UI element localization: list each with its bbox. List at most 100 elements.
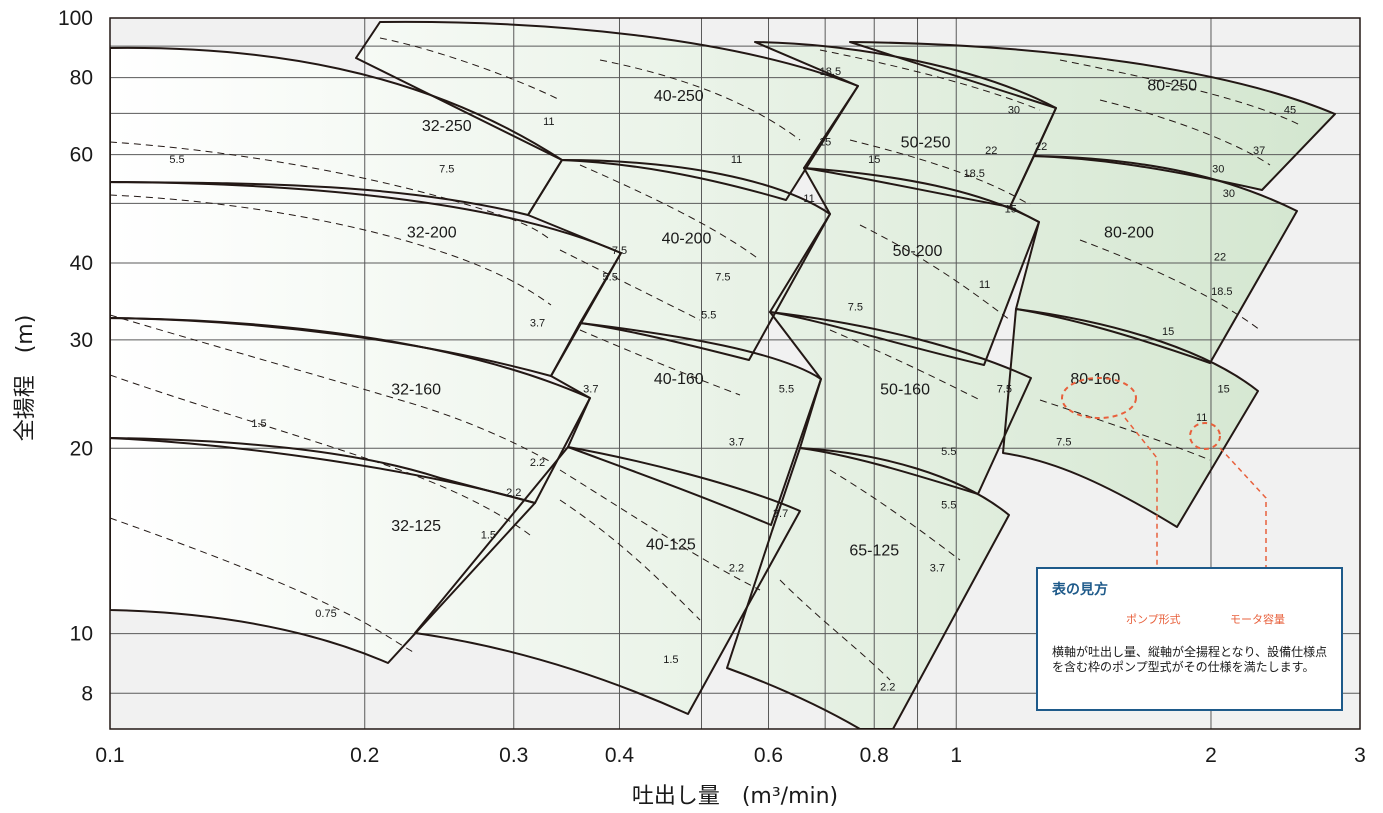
- motor-label: 30: [1008, 105, 1020, 117]
- region-outline: [769, 311, 1032, 495]
- x-tick-label: 0.6: [754, 744, 783, 767]
- x-tick-label: 0.8: [860, 744, 889, 767]
- region-outline: [414, 446, 801, 715]
- motor-label: 15: [1162, 326, 1174, 338]
- motor-curve: [579, 164, 761, 261]
- y-tick-label: 20: [70, 437, 93, 460]
- motor-label: 37: [1253, 145, 1265, 157]
- motor-curve: [1059, 59, 1301, 126]
- region-outline: [769, 167, 1040, 366]
- motor-capacity-highlight-ellipse: [1189, 422, 1221, 450]
- y-axis-label: 全揚程 (m): [13, 315, 38, 442]
- motor-label: 5.5: [701, 309, 716, 321]
- motor-label: 3.7: [930, 563, 945, 575]
- motor-label: 5.5: [941, 500, 956, 512]
- y-tick-label: 30: [70, 329, 93, 352]
- region-fill: [110, 182, 621, 376]
- motor-label: 18.5: [820, 66, 841, 78]
- motor-curve: [819, 49, 1041, 111]
- motor-curve: [559, 469, 761, 591]
- legend-motor-capacity-label: モータ容量: [1230, 613, 1285, 626]
- x-tick-label: 0.2: [350, 744, 379, 767]
- motor-label: 3.7: [583, 384, 598, 396]
- motor-curve: [599, 59, 801, 141]
- x-tick-label: 0.1: [95, 744, 124, 767]
- motor-label: 2.2: [506, 487, 521, 499]
- motor-label: 7.5: [997, 384, 1012, 396]
- motor-curve: [110, 314, 552, 463]
- motor-curve: [1099, 99, 1271, 166]
- region-label: 50-160: [880, 382, 930, 399]
- region-fill: [727, 448, 1009, 729]
- motor-label: 2.2: [530, 457, 545, 469]
- y-tick-label: 100: [58, 7, 93, 30]
- region-label: 65-125: [849, 542, 899, 559]
- region-fill: [528, 160, 830, 360]
- motor-label: 11: [543, 116, 554, 128]
- region-labels: 32-250 32-200 32-160 32-125 40-250 40-200 40-1…: [169, 66, 1296, 694]
- motor-label: 15: [1218, 384, 1230, 396]
- performance-regions: [110, 21, 1335, 729]
- legend-description: 横軸が吐出し量、縦軸が全揚程となり、設備仕様点を含む枠のポンプ型式がその仕様を満…: [1052, 645, 1328, 674]
- motor-label: 7.5: [848, 301, 863, 313]
- motor-label: 3.7: [729, 437, 744, 449]
- motor-label: 5.5: [169, 154, 184, 166]
- region-label: 50-200: [893, 243, 943, 260]
- region-label: 32-250: [422, 118, 472, 135]
- region-fill: [551, 323, 821, 525]
- region-label: 50-250: [901, 135, 951, 152]
- region-label: 32-160: [391, 382, 441, 399]
- motor-label: 11: [731, 154, 742, 166]
- plot-frame: [109, 17, 1361, 730]
- motor-label: 30: [1212, 163, 1224, 175]
- motor-curve: [110, 194, 552, 306]
- x-tick-label: 2: [1205, 744, 1217, 767]
- region-label: 80-250: [1147, 77, 1197, 94]
- region-label: 40-250: [654, 88, 704, 105]
- region-label: 80-200: [1104, 224, 1154, 241]
- motor-label: 11: [1196, 412, 1207, 424]
- region-label: 40-125: [646, 537, 696, 554]
- region-fill: [1010, 156, 1297, 363]
- motor-label: 45: [1284, 105, 1296, 117]
- y-tick-label: 40: [70, 252, 93, 275]
- region-fill: [850, 42, 1335, 190]
- motor-curve: [829, 329, 981, 401]
- motor-label: 2.2: [729, 563, 744, 575]
- motor-label: 7.5: [439, 163, 454, 175]
- motor-curve: [559, 249, 701, 321]
- y-tick-label: 8: [81, 682, 93, 705]
- region-fill: [110, 318, 590, 503]
- y-tick-label: 10: [70, 623, 93, 646]
- motor-label: 1.5: [481, 529, 496, 541]
- x-axis-label: 吐出し量 (m³/min): [632, 784, 838, 809]
- motor-label: 1.5: [663, 654, 678, 666]
- region-outline: [550, 322, 822, 526]
- region-fill: [356, 21, 858, 200]
- region-label: 80-160: [1070, 371, 1120, 388]
- region-fill: [1003, 309, 1258, 527]
- legend-title: 表の見方: [1052, 582, 1108, 598]
- motor-label: 11: [979, 279, 990, 291]
- region-outline: [1009, 155, 1298, 364]
- motor-label: 2.2: [880, 682, 895, 694]
- motor-curve: [1079, 239, 1261, 331]
- motor-label: 11: [803, 193, 814, 205]
- axis-ticks: 0.1 0.2 0.3 0.4 0.6 0.8 1 2 3 8 10 20 30 40 60 80 100: [58, 7, 1366, 767]
- motor-label: 15: [868, 154, 880, 166]
- region-label: 32-125: [391, 518, 441, 535]
- motor-label: 30: [1223, 188, 1235, 200]
- region-outline: [110, 437, 536, 664]
- motor-label: 7.5: [612, 245, 627, 257]
- motor-curve: [110, 517, 416, 654]
- region-fill: [415, 447, 800, 714]
- x-tick-label: 0.3: [499, 744, 528, 767]
- motor-label: 5.5: [941, 446, 956, 458]
- motor-label: 22: [985, 145, 997, 157]
- y-tick-label: 80: [70, 67, 93, 90]
- region-label: 32-200: [407, 224, 457, 241]
- region-fill: [110, 47, 562, 215]
- region-curves: [110, 20, 1336, 729]
- motor-curve: [859, 224, 1011, 321]
